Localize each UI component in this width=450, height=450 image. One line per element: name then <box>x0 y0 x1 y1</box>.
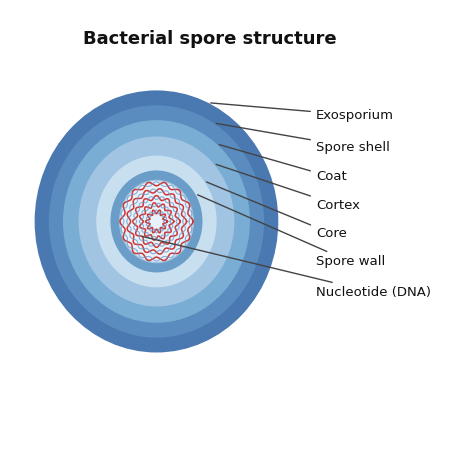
Ellipse shape <box>96 156 216 288</box>
Text: Spore wall: Spore wall <box>198 195 385 268</box>
Text: Cortex: Cortex <box>216 164 360 212</box>
Text: Core: Core <box>207 182 346 240</box>
Ellipse shape <box>120 180 194 262</box>
Ellipse shape <box>79 136 234 306</box>
Text: Coat: Coat <box>219 144 346 183</box>
Ellipse shape <box>49 105 264 338</box>
Text: Exosporium: Exosporium <box>211 103 394 122</box>
Ellipse shape <box>63 120 250 323</box>
Title: Bacterial spore structure: Bacterial spore structure <box>83 30 337 48</box>
Text: Nucleotide (DNA): Nucleotide (DNA) <box>142 236 431 299</box>
Ellipse shape <box>110 171 202 272</box>
Ellipse shape <box>35 90 278 352</box>
Text: Spore shell: Spore shell <box>216 123 390 153</box>
